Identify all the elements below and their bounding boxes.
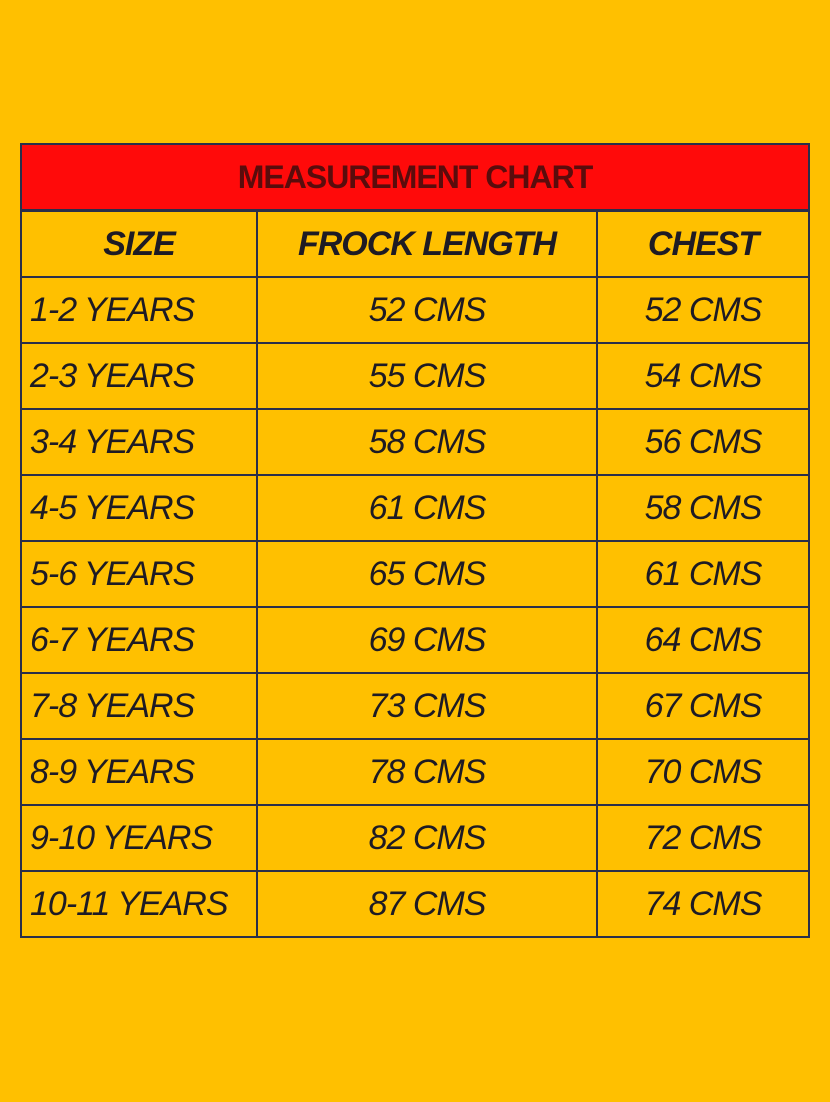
chest-cell: 61 CMS — [595, 540, 811, 608]
frock-length-cell: 73 CMS — [256, 672, 598, 740]
size-cell: 6-7 YEARS — [20, 606, 258, 674]
frock-length-cell: 52 CMS — [256, 276, 598, 344]
size-cell: 5-6 YEARS — [20, 540, 258, 608]
size-cell: 10-11 YEARS — [20, 870, 258, 938]
column-header-chest: CHEST — [595, 209, 811, 278]
chart-title: MEASUREMENT CHART — [19, 143, 811, 212]
frock-length-cell: 78 CMS — [256, 738, 598, 806]
frock-length-cell: 65 CMS — [256, 540, 598, 608]
chest-cell: 52 CMS — [595, 276, 811, 344]
size-cell: 3-4 YEARS — [20, 408, 258, 476]
table-row: 3-4 YEARS 58 CMS 56 CMS — [20, 408, 811, 476]
column-header-frock-length: FROCK LENGTH — [256, 209, 598, 278]
table-row: 6-7 YEARS 69 CMS 64 CMS — [20, 606, 811, 674]
size-cell: 2-3 YEARS — [20, 342, 258, 410]
size-cell: 1-2 YEARS — [20, 276, 258, 344]
chest-cell: 72 CMS — [595, 804, 811, 872]
chest-cell: 70 CMS — [595, 738, 811, 806]
frock-length-cell: 87 CMS — [256, 870, 598, 938]
frock-length-cell: 69 CMS — [256, 606, 598, 674]
frock-length-cell: 61 CMS — [256, 474, 598, 542]
frock-length-cell: 82 CMS — [256, 804, 598, 872]
chest-cell: 64 CMS — [595, 606, 811, 674]
size-cell: 4-5 YEARS — [20, 474, 258, 542]
chest-cell: 56 CMS — [595, 408, 811, 476]
chest-cell: 67 CMS — [595, 672, 811, 740]
table-row: 7-8 YEARS 73 CMS 67 CMS — [20, 672, 811, 740]
table-row: 1-2 YEARS 52 CMS 52 CMS — [20, 276, 811, 344]
size-cell: 7-8 YEARS — [20, 672, 258, 740]
chest-cell: 54 CMS — [595, 342, 811, 410]
table-row: 5-6 YEARS 65 CMS 61 CMS — [20, 540, 811, 608]
measurement-chart-table: MEASUREMENT CHART SIZE FROCK LENGTH CHES… — [19, 143, 811, 938]
table-row: 9-10 YEARS 82 CMS 72 CMS — [20, 804, 811, 872]
frock-length-cell: 55 CMS — [256, 342, 598, 410]
table-row: 4-5 YEARS 61 CMS 58 CMS — [20, 474, 811, 542]
title-row: MEASUREMENT CHART — [19, 143, 811, 212]
table-row: 2-3 YEARS 55 CMS 54 CMS — [20, 342, 811, 410]
header-row: SIZE FROCK LENGTH CHEST — [20, 209, 811, 278]
column-header-size: SIZE — [20, 209, 258, 278]
chest-cell: 74 CMS — [595, 870, 811, 938]
size-cell: 8-9 YEARS — [20, 738, 258, 806]
chest-cell: 58 CMS — [595, 474, 811, 542]
table-row: 8-9 YEARS 78 CMS 70 CMS — [20, 738, 811, 806]
size-cell: 9-10 YEARS — [20, 804, 258, 872]
frock-length-cell: 58 CMS — [256, 408, 598, 476]
table-row: 10-11 YEARS 87 CMS 74 CMS — [20, 870, 811, 938]
